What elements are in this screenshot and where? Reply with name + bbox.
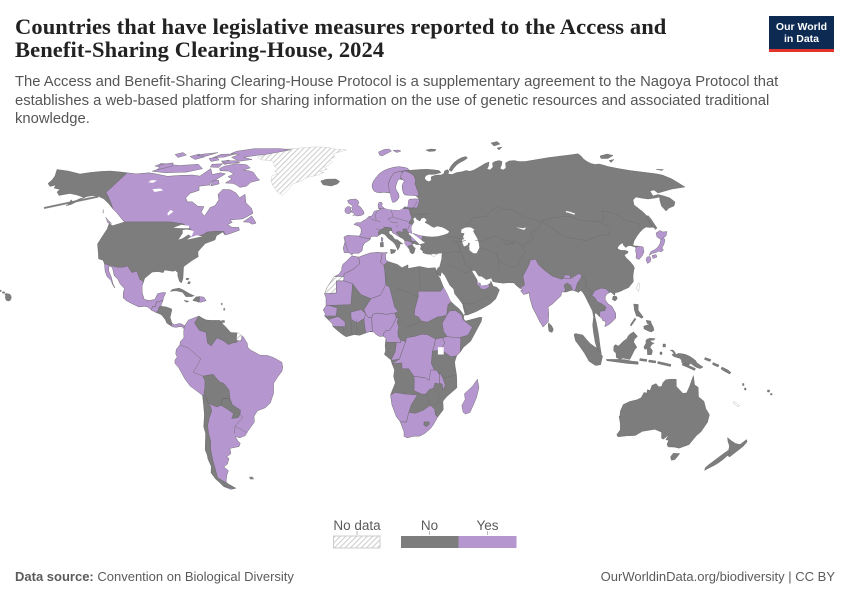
svg-text:Yes: Yes — [476, 518, 498, 533]
svg-text:No data: No data — [333, 518, 381, 533]
svg-text:No: No — [421, 518, 438, 533]
